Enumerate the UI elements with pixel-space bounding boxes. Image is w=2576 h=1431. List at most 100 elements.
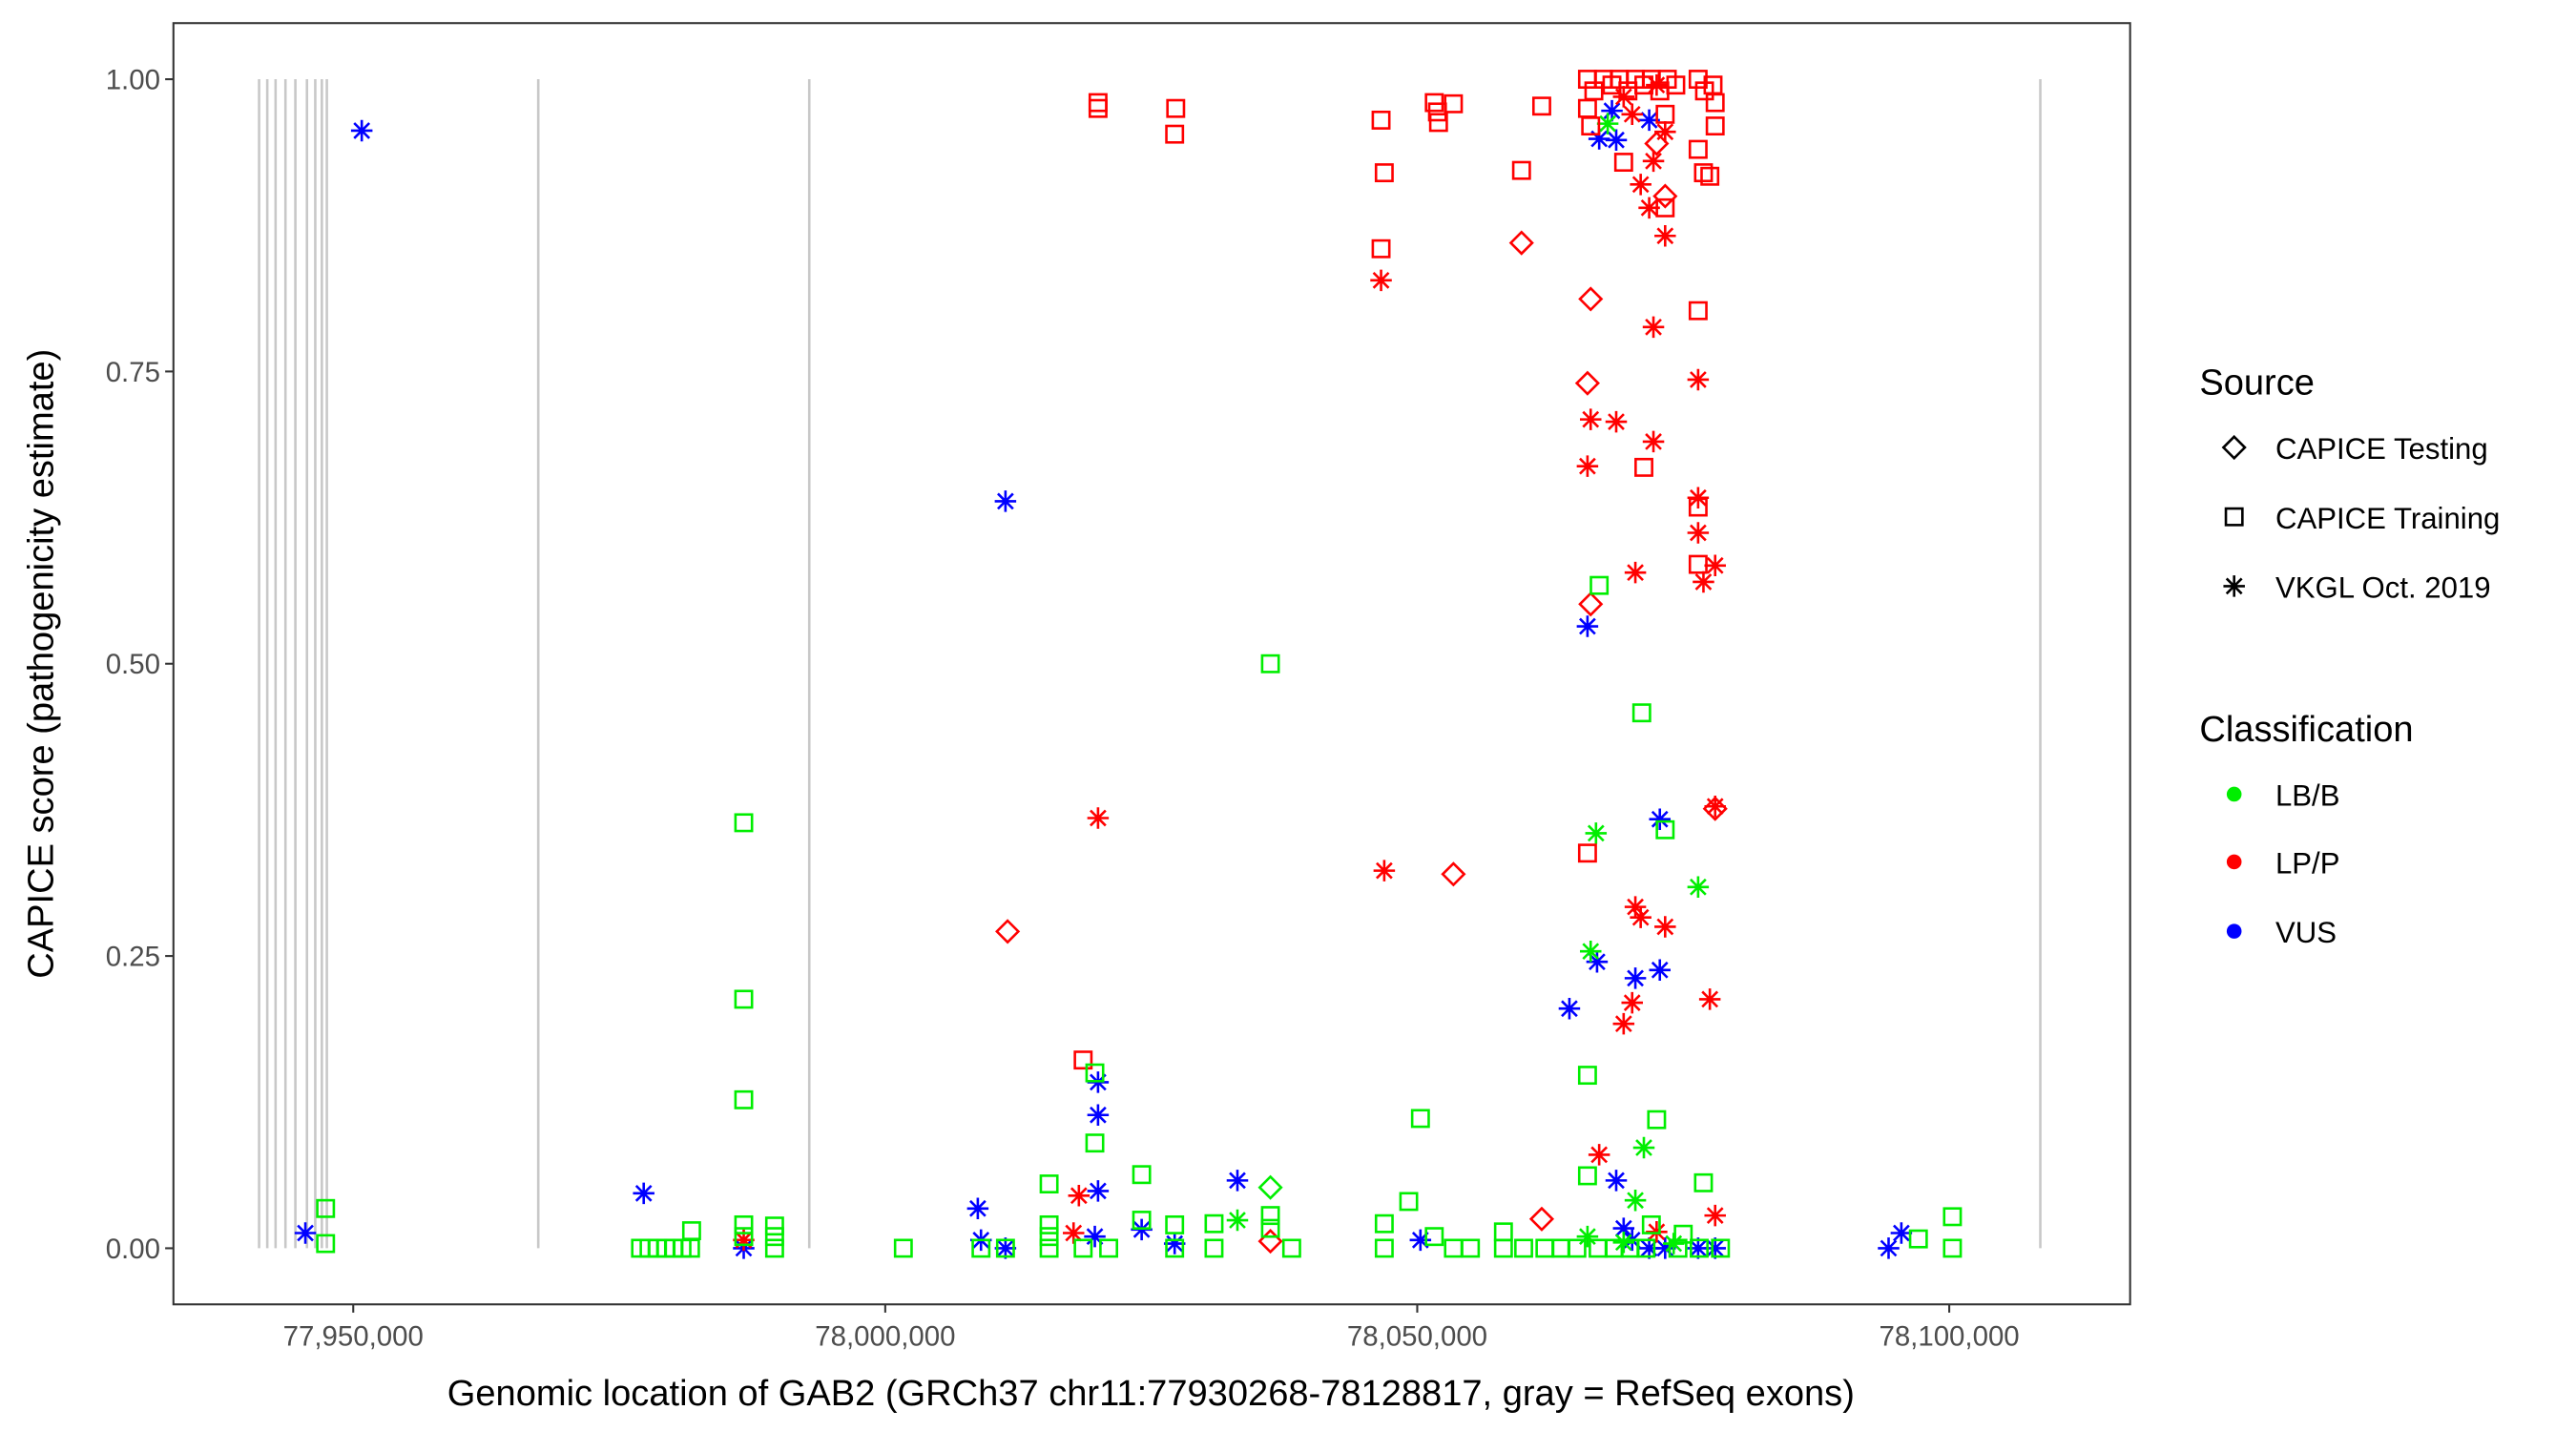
x-tick-label: 78,000,000: [815, 1321, 955, 1353]
square-symbol: [2224, 507, 2244, 527]
data-point-square: [1942, 1207, 1963, 1227]
data-point-asterisk: [1693, 570, 1714, 593]
data-point-asterisk: [1649, 959, 1671, 982]
diamond-symbol: [2221, 434, 2247, 461]
data-point-square: [1703, 75, 1723, 95]
data-point-square: [1511, 160, 1531, 180]
legend-item-lpp: LP/P: [2226, 847, 2339, 881]
data-point-asterisk: [1704, 795, 1726, 818]
x-tick-label: 77,950,000: [283, 1321, 424, 1353]
data-point-square: [1668, 1238, 1688, 1258]
data-point-square: [1690, 1238, 1709, 1258]
data-point-square: [1166, 98, 1186, 118]
data-point-square: [995, 1238, 1015, 1258]
data-point-asterisk: [1624, 1189, 1647, 1212]
data-point-square: [1260, 653, 1280, 674]
data-point-diamond: [1257, 1174, 1283, 1200]
data-point-asterisk: [1576, 1225, 1599, 1248]
data-point-square: [971, 1238, 991, 1258]
data-point-asterisk: [1585, 822, 1608, 844]
data-point-square: [1039, 1174, 1059, 1193]
data-point-square: [734, 1227, 754, 1247]
data-point-asterisk: [1630, 906, 1652, 928]
data-point-square: [1577, 1066, 1597, 1086]
data-point-asterisk: [1638, 197, 1660, 219]
blue-dot-legend-icon: [2226, 923, 2242, 939]
data-point-square: [1424, 1227, 1444, 1247]
data-point-square: [1444, 93, 1464, 114]
data-point-square: [1165, 1238, 1185, 1258]
data-point-asterisk: [1087, 1180, 1110, 1202]
data-point-asterisk: [1373, 860, 1396, 881]
x-tick-label: 78,100,000: [1879, 1321, 2019, 1353]
data-point-square: [1673, 1224, 1693, 1244]
data-point-diamond: [1508, 230, 1534, 256]
data-point-diamond: [1574, 370, 1600, 396]
data-point-square: [1655, 197, 1675, 218]
data-point-asterisk: [1087, 1104, 1110, 1126]
legend-label: LB/B: [2275, 779, 2340, 813]
legend-label: CAPICE Training: [2275, 502, 2500, 535]
data-point-asterisk: [1624, 896, 1647, 918]
data-point-diamond: [1652, 183, 1678, 209]
data-point-square: [1705, 116, 1725, 136]
data-point-square: [1461, 1238, 1481, 1258]
data-point-asterisk: [1687, 876, 1710, 899]
data-point-asterisk: [1878, 1237, 1900, 1259]
data-point-asterisk: [294, 1222, 317, 1244]
data-point-asterisk: [1654, 120, 1676, 143]
data-point-square: [764, 1238, 784, 1258]
data-point-asterisk: [1605, 410, 1628, 433]
data-point-asterisk: [1579, 940, 1602, 963]
data-point-asterisk: [1698, 988, 1721, 1010]
data-point-diamond: [1528, 1206, 1555, 1232]
legend-item-vus: VUS: [2226, 916, 2337, 949]
plot-panel: [172, 22, 2131, 1306]
data-point-square: [1260, 1218, 1280, 1238]
legend: Source Classification CAPICE Testing CAP…: [2199, 363, 2500, 950]
data-point-asterisk: [1612, 86, 1635, 108]
data-point-square: [1039, 1214, 1059, 1234]
data-point-asterisk: [1632, 1136, 1655, 1159]
data-point-square: [1688, 70, 1708, 90]
data-point-asterisk: [1662, 1233, 1685, 1255]
data-point-asterisk: [994, 490, 1017, 512]
data-point-square: [1132, 1211, 1152, 1230]
data-point-square: [1073, 1050, 1093, 1070]
data-point-square: [1099, 1238, 1119, 1258]
data-point-asterisk: [1687, 368, 1710, 391]
data-point-asterisk: [1654, 916, 1676, 938]
data-point-square: [764, 1227, 784, 1247]
x-tick-label: 78,050,000: [1347, 1321, 1487, 1353]
data-point-asterisk: [1654, 1237, 1676, 1259]
data-point-asterisk: [1084, 1225, 1106, 1248]
data-point-asterisk: [1704, 1237, 1726, 1259]
data-point-asterisk: [966, 1197, 989, 1220]
data-point-asterisk: [1890, 1222, 1913, 1244]
data-point-square: [764, 1216, 784, 1236]
data-point-asterisk: [1576, 455, 1599, 477]
data-point-asterisk: [1163, 1233, 1186, 1255]
data-point-asterisk: [1612, 1232, 1635, 1254]
data-point-asterisk: [1646, 73, 1668, 96]
data-point-square: [1085, 1133, 1105, 1153]
data-point-square: [1942, 1238, 1963, 1258]
data-point-asterisk: [1370, 269, 1392, 292]
data-point-asterisk: [1704, 1204, 1726, 1227]
x-axis-title: Genomic location of GAB2 (GRCh37 chr11:7…: [447, 1374, 1855, 1414]
asterisk-symbol: [2223, 575, 2245, 597]
data-point-square: [1374, 1213, 1394, 1234]
data-point-asterisk: [1638, 109, 1660, 132]
data-point-square: [1581, 116, 1601, 136]
data-point-square: [1531, 96, 1551, 116]
data-point-asterisk: [1062, 1222, 1085, 1244]
data-point-square: [1688, 497, 1708, 517]
legend-source-title: Source: [2199, 363, 2315, 404]
data-point-square: [1655, 104, 1675, 124]
data-point-diamond: [1441, 861, 1466, 887]
data-point-diamond: [1578, 286, 1604, 312]
data-point-asterisk: [1612, 1012, 1635, 1035]
data-point-square: [1428, 113, 1448, 133]
data-point-diamond: [1578, 591, 1604, 617]
data-point-asterisk: [1588, 128, 1610, 150]
